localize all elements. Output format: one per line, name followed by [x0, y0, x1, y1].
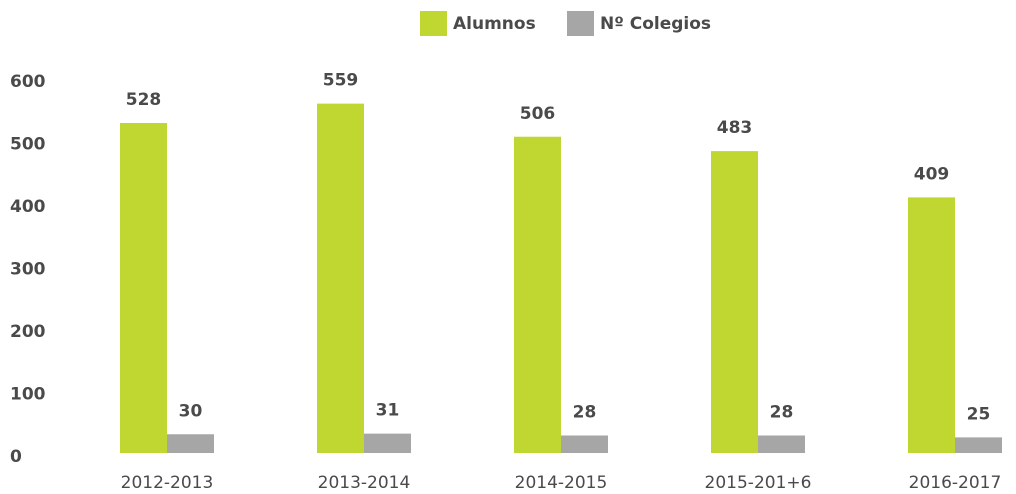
y-tick-label: 0	[10, 447, 22, 467]
data-label: 409	[914, 164, 950, 184]
bar	[364, 433, 411, 453]
data-label: 528	[126, 90, 162, 110]
data-label: 559	[323, 71, 359, 91]
bar	[514, 136, 561, 453]
data-label: 30	[179, 401, 203, 421]
data-label: 506	[520, 104, 556, 124]
bar	[955, 437, 1002, 453]
data-label: 483	[717, 118, 753, 138]
bar	[120, 123, 167, 453]
bar	[711, 151, 758, 453]
data-label: 31	[376, 401, 400, 421]
bar	[758, 435, 805, 453]
y-tick-label: 600	[10, 72, 46, 92]
x-tick-label: 2013-2014	[318, 473, 411, 493]
bar	[317, 103, 364, 453]
x-tick-label: 2014-2015	[515, 473, 608, 493]
bar	[908, 197, 955, 453]
bar	[561, 435, 608, 453]
y-tick-label: 400	[10, 197, 46, 217]
x-tick-label: 2012-2013	[121, 473, 214, 493]
x-tick-label: 2016-2017	[909, 473, 1002, 493]
legend-label: Alumnos	[453, 14, 536, 34]
y-tick-label: 200	[10, 322, 46, 342]
data-label: 28	[573, 403, 597, 423]
data-label: 25	[967, 404, 991, 424]
x-tick-label: 2015-201+6	[705, 473, 812, 493]
y-tick-label: 500	[10, 135, 46, 155]
y-tick-label: 300	[10, 260, 46, 280]
legend-label: Nº Colegios	[600, 14, 711, 34]
bar	[167, 434, 214, 453]
y-tick-label: 100	[10, 385, 46, 405]
legend-swatch	[567, 11, 594, 36]
legend-swatch	[420, 11, 447, 36]
data-label: 28	[770, 403, 794, 423]
